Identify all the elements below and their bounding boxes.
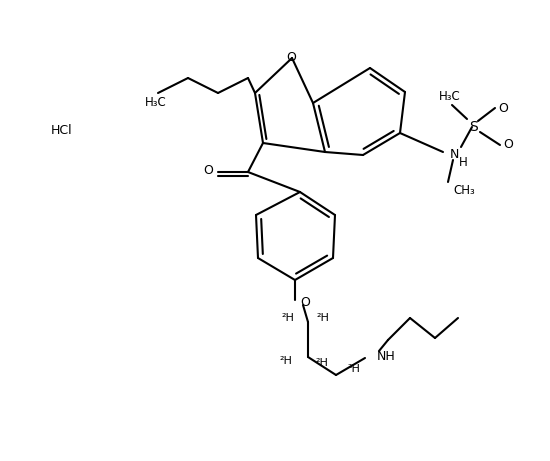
Text: S: S: [470, 120, 478, 134]
Text: H₃C: H₃C: [439, 89, 461, 102]
Text: ²H: ²H: [282, 313, 294, 323]
Text: ²H: ²H: [317, 313, 329, 323]
Text: O: O: [286, 52, 296, 65]
Text: ²H: ²H: [316, 358, 328, 368]
Text: ²H: ²H: [279, 356, 293, 366]
Text: N: N: [450, 148, 459, 160]
Text: CH₃: CH₃: [453, 183, 475, 196]
Text: ²H: ²H: [348, 364, 360, 374]
Text: NH: NH: [377, 349, 396, 362]
Text: O: O: [203, 164, 213, 177]
Text: O: O: [498, 101, 508, 114]
Text: HCl: HCl: [51, 124, 73, 136]
Text: H: H: [459, 155, 468, 169]
Text: O: O: [300, 296, 310, 308]
Text: O: O: [503, 138, 513, 152]
Text: H₃C: H₃C: [145, 95, 167, 108]
